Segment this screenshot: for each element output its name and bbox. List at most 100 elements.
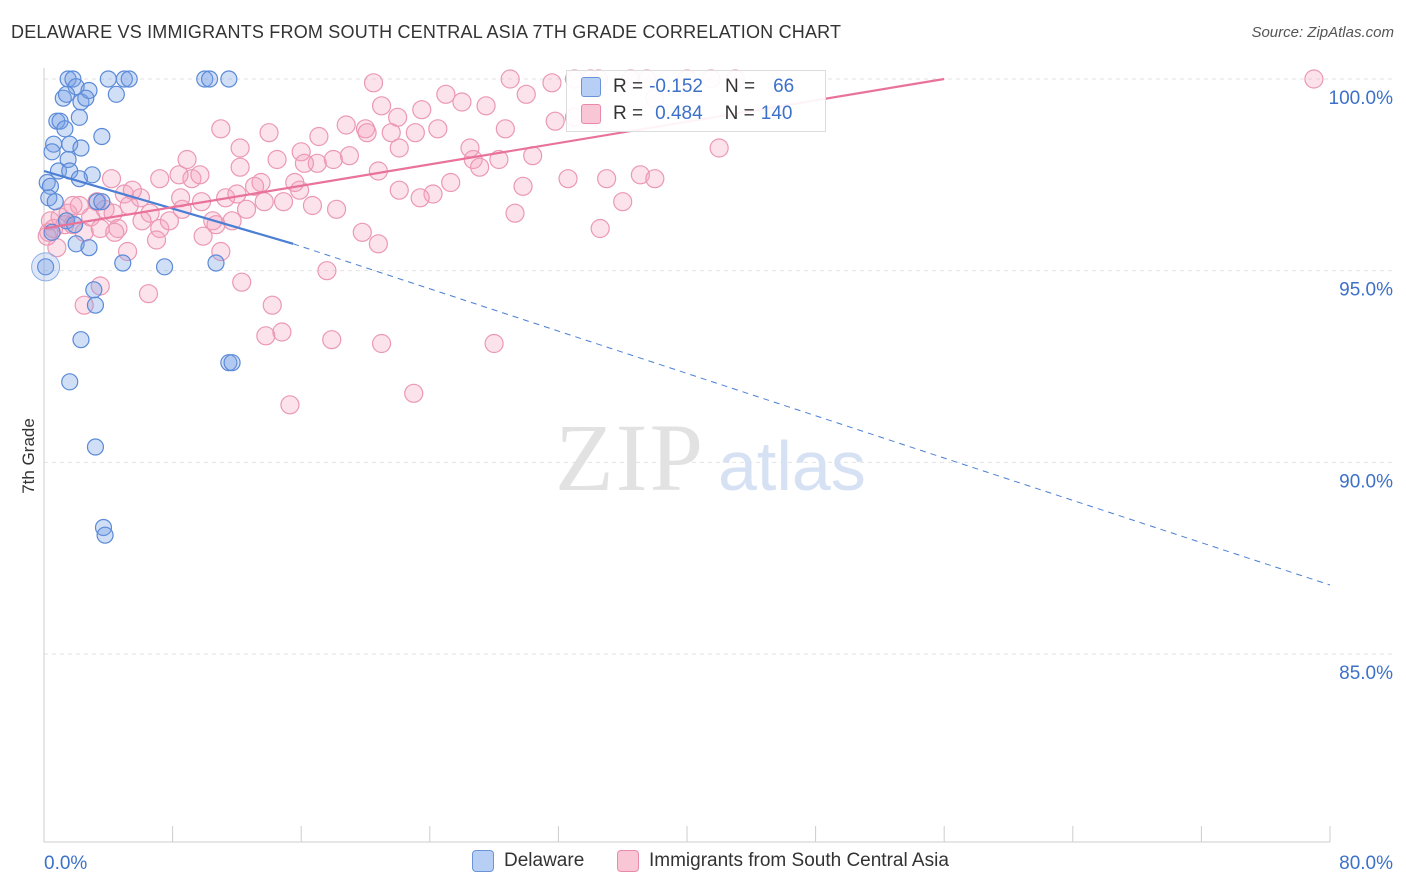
- source-label: Source: ZipAtlas.com: [1251, 24, 1394, 41]
- n-label: N =: [724, 103, 755, 124]
- pink-point: [230, 138, 250, 158]
- y-tick-label: 90.0%: [1339, 471, 1393, 492]
- pink-point: [63, 195, 83, 216]
- pink-point: [267, 149, 287, 170]
- pink-point: [709, 138, 729, 158]
- blue-point: [200, 70, 219, 88]
- x-tick-label-max: 80.0%: [1339, 853, 1393, 874]
- blue-point: [155, 258, 174, 276]
- blue-point: [223, 354, 241, 372]
- pink-point: [1304, 69, 1324, 89]
- r-label: R =: [613, 103, 644, 124]
- pink-point: [323, 149, 343, 170]
- pink-point: [597, 169, 617, 189]
- legend-item-immigrants[interactable]: Immigrants from South Central Asia: [617, 850, 949, 872]
- tick-labels: 85.0% 90.0% 95.0% 100.0% 0.0% 80.0%: [44, 88, 1393, 874]
- pink-point: [193, 226, 213, 246]
- pink-point: [322, 330, 342, 350]
- pink-point: [105, 222, 125, 242]
- pink-point: [211, 119, 231, 139]
- legend: Delaware Immigrants from South Central A…: [0, 850, 1406, 880]
- pink-point: [495, 119, 515, 139]
- pink-point: [404, 383, 424, 403]
- pink-point: [280, 395, 300, 415]
- watermark: ZIP atlas: [555, 404, 866, 511]
- pink-point: [428, 119, 448, 139]
- pink-point: [87, 192, 107, 212]
- pink-point: [558, 169, 578, 189]
- pink-point: [259, 123, 279, 143]
- blue-point: [93, 193, 111, 211]
- n-value-immigrants: 140: [760, 103, 793, 124]
- pink-point: [169, 165, 189, 185]
- watermark-atlas: atlas: [718, 427, 866, 505]
- pink-point: [256, 326, 276, 346]
- pink-point: [159, 211, 179, 231]
- pink-point: [211, 241, 231, 262]
- pink-point: [236, 199, 257, 219]
- legend-item-delaware[interactable]: Delaware: [472, 850, 584, 872]
- pink-point: [542, 73, 562, 93]
- watermark-zip: ZIP: [555, 404, 705, 511]
- pink-point: [244, 176, 265, 196]
- pink-point: [590, 218, 610, 239]
- pink-point: [389, 138, 409, 158]
- blue-point: [37, 258, 55, 276]
- pink-point: [317, 261, 337, 281]
- blue-point: [96, 526, 114, 544]
- y-tick-label: 85.0%: [1339, 663, 1393, 684]
- pink-point: [230, 157, 250, 177]
- pink-point: [138, 284, 159, 304]
- y-axis-label: 7th Grade: [19, 418, 38, 494]
- trend-line-delaware-extension: [293, 243, 1331, 586]
- blue-point: [67, 235, 85, 253]
- pink-point: [352, 222, 372, 242]
- pink-point: [405, 123, 425, 143]
- r-label: R =: [613, 76, 644, 97]
- axes: [43, 68, 1331, 843]
- blue-point: [120, 70, 138, 88]
- x-tick-label-min: 0.0%: [44, 853, 87, 874]
- stats-row-delaware: R = -0.152 N = 66: [581, 74, 794, 100]
- n-value-delaware: 66: [773, 76, 795, 97]
- pink-point: [389, 180, 409, 200]
- pink-point: [357, 123, 377, 143]
- pink-point: [146, 230, 167, 250]
- n-label: N =: [724, 76, 756, 97]
- pink-point: [489, 149, 509, 170]
- blue-point: [83, 166, 101, 184]
- blue-point: [77, 89, 95, 107]
- pink-point: [117, 241, 138, 262]
- pink-point: [500, 69, 520, 89]
- pink-point: [177, 149, 197, 170]
- blue-point: [61, 373, 79, 391]
- blue-point: [99, 70, 117, 88]
- blue-point: [72, 139, 90, 157]
- blue-point: [46, 193, 64, 211]
- stats-row-immigrants: R = 0.484 N = 140: [581, 101, 792, 127]
- legend-label-immigrants: Immigrants from South Central Asia: [649, 850, 949, 871]
- pink-point: [336, 115, 356, 135]
- pink-point: [150, 169, 170, 189]
- pink-point: [294, 153, 315, 173]
- pink-point: [423, 184, 443, 204]
- blue-point: [85, 281, 103, 299]
- blue-point: [80, 239, 98, 257]
- blue-point: [115, 70, 133, 88]
- stats-swatch-delaware: [581, 77, 601, 97]
- blue-point: [43, 143, 61, 161]
- pink-point: [371, 96, 392, 116]
- pink-point: [309, 126, 329, 147]
- pink-point: [150, 218, 170, 239]
- blue-point: [196, 70, 214, 88]
- pink-point: [368, 234, 388, 254]
- blue-point: [72, 331, 90, 349]
- pink-point: [190, 165, 210, 185]
- pink-point: [441, 172, 461, 193]
- blue-point: [88, 193, 106, 211]
- blue-point: [220, 70, 238, 88]
- pink-point: [254, 192, 274, 212]
- pink-point: [410, 188, 430, 208]
- pink-point: [545, 111, 565, 131]
